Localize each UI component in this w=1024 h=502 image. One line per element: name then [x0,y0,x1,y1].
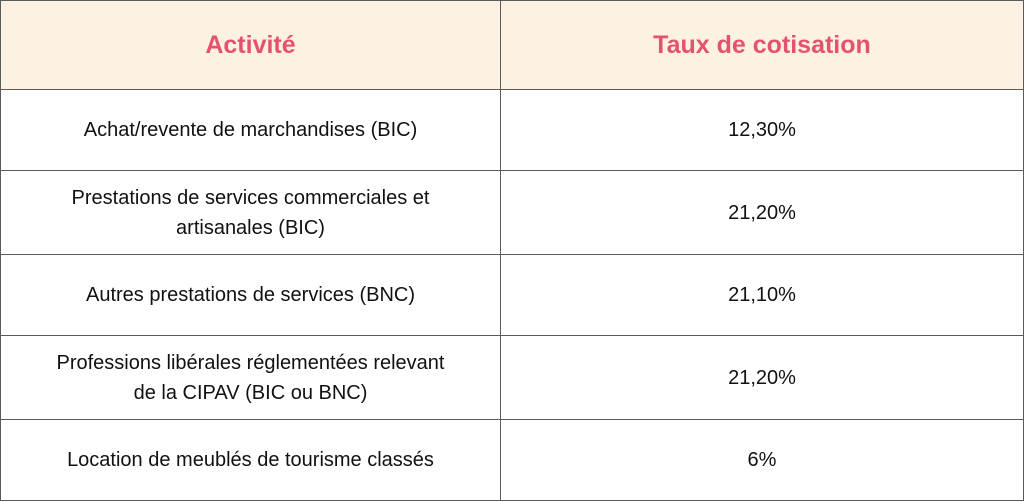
cell-taux: 12,30% [500,89,1024,171]
table-row: Achat/revente de marchandises (BIC) 12,3… [0,89,1024,171]
table-row: Professions libérales réglementées relev… [0,335,1024,420]
header-activite: Activité [0,0,501,90]
header-row: Activité Taux de cotisation [0,0,1024,90]
table-row: Location de meublés de tourisme classés … [0,419,1024,501]
cell-activite: Autres prestations de services (BNC) [0,254,501,336]
header-taux: Taux de cotisation [500,0,1024,90]
cell-activite: Achat/revente de marchandises (BIC) [0,89,501,171]
cell-taux: 6% [500,419,1024,501]
cell-taux: 21,20% [500,335,1024,420]
cell-taux: 21,10% [500,254,1024,336]
cell-activite: Location de meublés de tourisme classés [0,419,501,501]
table-row: Autres prestations de services (BNC) 21,… [0,254,1024,336]
cell-taux: 21,20% [500,170,1024,255]
cell-activite: Prestations de services commerciales et … [0,170,501,255]
table-row: Prestations de services commerciales et … [0,170,1024,255]
cell-activite: Professions libérales réglementées relev… [0,335,501,420]
